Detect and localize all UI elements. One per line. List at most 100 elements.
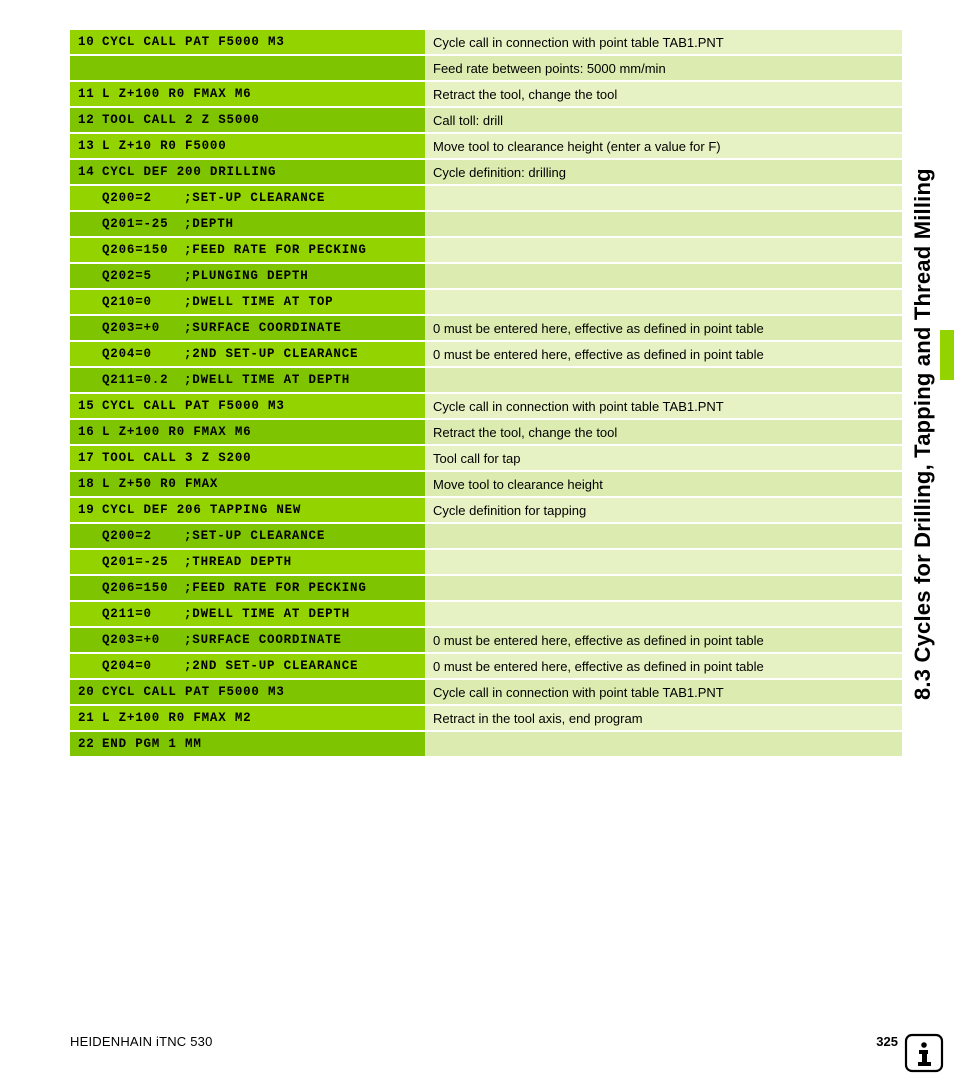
table-row: 14CYCL DEF 200 DRILLINGCycle definition:… (70, 160, 902, 184)
table-row: 20CYCL CALL PAT F5000 M3Cycle call in co… (70, 680, 902, 704)
description-cell: Retract in the tool axis, end program (425, 706, 902, 730)
nc-parameter: Q203=+0 (78, 633, 184, 647)
table-row: 22END PGM 1 MM (70, 732, 902, 756)
nc-comment: ;PLUNGING DEPTH (184, 269, 309, 283)
nc-command: L Z+10 R0 F5000 (102, 139, 227, 153)
nc-comment: ;DEPTH (184, 217, 234, 231)
description-cell (425, 186, 902, 210)
table-row: Q202=5;PLUNGING DEPTH (70, 264, 902, 288)
description-cell: 0 must be entered here, effective as def… (425, 316, 902, 340)
table-row: Q203=+0;SURFACE COORDINATE0 must be ente… (70, 316, 902, 340)
nc-command: CYCL CALL PAT F5000 M3 (102, 685, 285, 699)
code-cell: Q211=0.2;DWELL TIME AT DEPTH (70, 368, 425, 392)
nc-parameter: Q200=2 (78, 191, 184, 205)
side-tab (940, 330, 954, 380)
table-row: 19CYCL DEF 206 TAPPING NEWCycle definiti… (70, 498, 902, 522)
table-row: Q200=2;SET-UP CLEARANCE (70, 524, 902, 548)
description-cell (425, 524, 902, 548)
nc-command: TOOL CALL 2 Z S5000 (102, 113, 260, 127)
description-cell: 0 must be entered here, effective as def… (425, 342, 902, 366)
nc-parameter: Q200=2 (78, 529, 184, 543)
nc-comment: ;SET-UP CLEARANCE (184, 191, 325, 205)
description-cell: Retract the tool, change the tool (425, 420, 902, 444)
description-cell: 0 must be entered here, effective as def… (425, 654, 902, 678)
table-row: Q204=0;2ND SET-UP CLEARANCE0 must be ent… (70, 654, 902, 678)
code-cell: 17TOOL CALL 3 Z S200 (70, 446, 425, 470)
line-number: 17 (78, 451, 102, 465)
table-row: 10CYCL CALL PAT F5000 M3Cycle call in co… (70, 30, 902, 54)
nc-parameter: Q201=-25 (78, 555, 184, 569)
table-row: 18L Z+50 R0 FMAXMove tool to clearance h… (70, 472, 902, 496)
nc-parameter: Q206=150 (78, 581, 184, 595)
description-cell (425, 290, 902, 314)
table-row: 21L Z+100 R0 FMAX M2Retract in the tool … (70, 706, 902, 730)
description-cell (425, 238, 902, 262)
code-cell: Q202=5;PLUNGING DEPTH (70, 264, 425, 288)
code-cell: Q206=150;FEED RATE FOR PECKING (70, 576, 425, 600)
description-cell: Tool call for tap (425, 446, 902, 470)
code-cell: Q206=150;FEED RATE FOR PECKING (70, 238, 425, 262)
info-icon (904, 1033, 944, 1073)
table-row: Q204=0;2ND SET-UP CLEARANCE0 must be ent… (70, 342, 902, 366)
table-row: Q211=0;DWELL TIME AT DEPTH (70, 602, 902, 626)
line-number: 10 (78, 35, 102, 49)
table-row: 16L Z+100 R0 FMAX M6Retract the tool, ch… (70, 420, 902, 444)
description-cell: Call toll: drill (425, 108, 902, 132)
description-cell: 0 must be entered here, effective as def… (425, 628, 902, 652)
nc-comment: ;DWELL TIME AT TOP (184, 295, 333, 309)
nc-command: CYCL DEF 206 TAPPING NEW (102, 503, 301, 517)
nc-comment: ;2ND SET-UP CLEARANCE (184, 347, 358, 361)
table-row: Feed rate between points: 5000 mm/min (70, 56, 902, 80)
nc-parameter: Q211=0.2 (78, 373, 184, 387)
nc-comment: ;SURFACE COORDINATE (184, 321, 342, 335)
nc-parameter: Q204=0 (78, 659, 184, 673)
description-cell: Move tool to clearance height (enter a v… (425, 134, 902, 158)
code-cell: 16L Z+100 R0 FMAX M6 (70, 420, 425, 444)
code-cell: Q203=+0;SURFACE COORDINATE (70, 316, 425, 340)
line-number: 22 (78, 737, 102, 751)
code-cell: 10CYCL CALL PAT F5000 M3 (70, 30, 425, 54)
line-number: 15 (78, 399, 102, 413)
code-cell: 22END PGM 1 MM (70, 732, 425, 756)
description-cell (425, 602, 902, 626)
nc-command: CYCL DEF 200 DRILLING (102, 165, 276, 179)
code-cell (70, 56, 425, 80)
description-cell (425, 264, 902, 288)
nc-command: CYCL CALL PAT F5000 M3 (102, 35, 285, 49)
description-cell: Cycle definition: drilling (425, 160, 902, 184)
nc-parameter: Q202=5 (78, 269, 184, 283)
code-cell: 12TOOL CALL 2 Z S5000 (70, 108, 425, 132)
code-cell: 11L Z+100 R0 FMAX M6 (70, 82, 425, 106)
table-row: Q201=-25;DEPTH (70, 212, 902, 236)
line-number: 14 (78, 165, 102, 179)
description-cell: Cycle call in connection with point tabl… (425, 30, 902, 54)
description-cell (425, 550, 902, 574)
nc-parameter: Q206=150 (78, 243, 184, 257)
code-cell: 14CYCL DEF 200 DRILLING (70, 160, 425, 184)
table-row: Q203=+0;SURFACE COORDINATE 0 must be ente… (70, 628, 902, 652)
line-number: 18 (78, 477, 102, 491)
line-number: 20 (78, 685, 102, 699)
nc-parameter: Q211=0 (78, 607, 184, 621)
nc-parameter: Q201=-25 (78, 217, 184, 231)
description-cell: Retract the tool, change the tool (425, 82, 902, 106)
table-row: 15CYCL CALL PAT F5000 M3Cycle call in co… (70, 394, 902, 418)
table-row: Q206=150;FEED RATE FOR PECKING (70, 238, 902, 262)
description-cell (425, 576, 902, 600)
section-title-vertical: 8.3 Cycles for Drilling, Tapping and Thr… (910, 20, 938, 700)
nc-comment: ;FEED RATE FOR PECKING (184, 243, 367, 257)
nc-command: CYCL CALL PAT F5000 M3 (102, 399, 285, 413)
nc-command: L Z+100 R0 FMAX M6 (102, 425, 251, 439)
code-cell: Q200=2;SET-UP CLEARANCE (70, 524, 425, 548)
code-cell: 18L Z+50 R0 FMAX (70, 472, 425, 496)
footer-product-name: HEIDENHAIN iTNC 530 (70, 1034, 213, 1049)
line-number: 12 (78, 113, 102, 127)
description-cell (425, 212, 902, 236)
description-cell: Move tool to clearance height (425, 472, 902, 496)
code-cell: Q201=-25;DEPTH (70, 212, 425, 236)
table-row: 17TOOL CALL 3 Z S200Tool call for tap (70, 446, 902, 470)
nc-parameter: Q203=+0 (78, 321, 184, 335)
line-number: 21 (78, 711, 102, 725)
nc-command: TOOL CALL 3 Z S200 (102, 451, 251, 465)
nc-comment: ;SURFACE COORDINATE (184, 633, 342, 647)
